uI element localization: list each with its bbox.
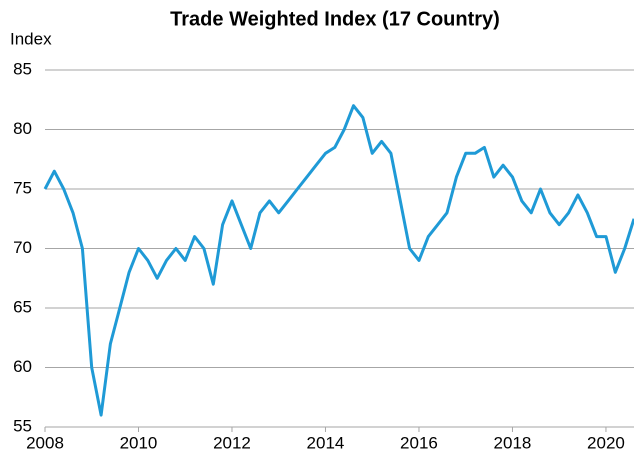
y-tick-label: 80 bbox=[13, 119, 32, 138]
y-tick-label: 85 bbox=[13, 59, 32, 78]
x-tick-label: 2012 bbox=[213, 433, 251, 452]
y-tick-label: 55 bbox=[13, 416, 32, 435]
x-tick-label: 2010 bbox=[120, 433, 158, 452]
x-tick-label: 2016 bbox=[400, 433, 438, 452]
x-tick-label: 2018 bbox=[494, 433, 532, 452]
data-line bbox=[43, 104, 634, 417]
y-tick-label: 65 bbox=[13, 297, 32, 316]
x-tick-label: 2008 bbox=[26, 433, 64, 452]
y-tick-label: 60 bbox=[13, 357, 32, 376]
x-tick-label: 2014 bbox=[307, 433, 345, 452]
y-axis-label: Index bbox=[10, 29, 52, 48]
chart-title: Trade Weighted Index (17 Country) bbox=[170, 8, 500, 30]
x-tick-label: 2020 bbox=[587, 433, 625, 452]
y-tick-label: 75 bbox=[13, 178, 32, 197]
y-tick-label: 70 bbox=[13, 238, 32, 257]
